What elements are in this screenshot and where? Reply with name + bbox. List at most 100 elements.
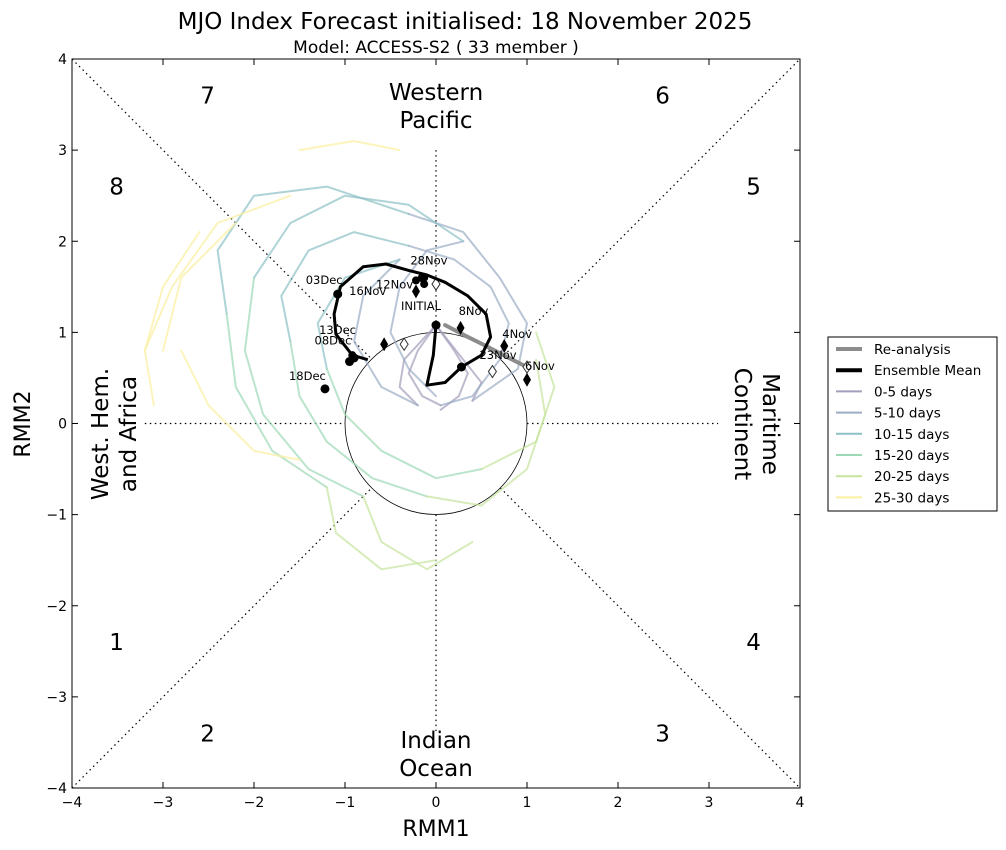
date-label-4nov: 4Nov bbox=[502, 327, 532, 341]
y-tick-label: 3 bbox=[58, 143, 67, 159]
phase-number-1: 1 bbox=[109, 630, 124, 656]
date-label-initial: INITIAL bbox=[401, 299, 442, 313]
member-track-24 bbox=[180, 349, 301, 461]
x-axis-label: RMM1 bbox=[402, 817, 469, 842]
x-tick-label: −3 bbox=[153, 795, 174, 811]
date-marker-12nov bbox=[411, 284, 420, 299]
member-track-9 bbox=[280, 231, 410, 343]
reanalysis-marker-3 bbox=[399, 337, 409, 352]
member-track-10 bbox=[253, 194, 465, 279]
x-tick-label: 0 bbox=[432, 795, 441, 811]
phase-number-3: 3 bbox=[655, 721, 670, 747]
member-track-23 bbox=[143, 194, 292, 352]
x-tick-label: −2 bbox=[244, 795, 265, 811]
y-tick-label: −3 bbox=[46, 690, 67, 706]
member-track-5 bbox=[407, 244, 510, 407]
date-label-12nov: 12Nov bbox=[376, 277, 413, 291]
legend-label-4: 5-10 days bbox=[874, 406, 941, 422]
date-label-18dec: 18Dec bbox=[289, 369, 326, 383]
member-track-12 bbox=[316, 258, 401, 370]
date-label-16nov: 16Nov bbox=[349, 284, 386, 298]
member-track-22 bbox=[162, 222, 237, 352]
date-marker-28nov bbox=[417, 273, 427, 283]
member-track-15 bbox=[225, 313, 328, 489]
member-track-13 bbox=[289, 340, 428, 498]
date-marker-23nov bbox=[456, 362, 466, 372]
region-label-left-line1: West. Hem. bbox=[88, 368, 114, 500]
reanalysis-marker-2 bbox=[487, 364, 498, 379]
y-tick-label: 0 bbox=[58, 417, 67, 433]
member-track-19 bbox=[325, 486, 437, 571]
date-label-8nov: 8Nov bbox=[459, 304, 489, 318]
member-track-8 bbox=[353, 258, 419, 407]
x-tick-label: 2 bbox=[614, 795, 623, 811]
plot-area: INITIAL23Nov28Nov03Dec08Dec13Dec18Dec4No… bbox=[46, 52, 804, 811]
chart-title: MJO Index Forecast initialised: 18 Novem… bbox=[178, 9, 753, 35]
region-label-top-line2: Pacific bbox=[399, 108, 472, 134]
legend-label-1: Re-analysis bbox=[874, 342, 951, 358]
legend-label-7: 20-25 days bbox=[874, 469, 949, 485]
legend-label-3: 0-5 days bbox=[874, 384, 932, 400]
y-tick-label: 4 bbox=[58, 52, 67, 68]
region-label-right-line2: Continent bbox=[729, 368, 755, 480]
member-track-16 bbox=[325, 367, 483, 480]
legend-label-5: 10-15 days bbox=[874, 427, 949, 443]
legend: Re-analysis Ensemble Mean 0-5 days 5-10 day… bbox=[827, 336, 998, 512]
date-label-23nov: 23Nov bbox=[479, 348, 516, 362]
phase-number-4: 4 bbox=[746, 630, 761, 656]
reanalysis-marker-4 bbox=[431, 277, 441, 291]
date-marker-6nov bbox=[523, 372, 531, 387]
phase-number-5: 5 bbox=[746, 175, 761, 201]
y-tick-label: −1 bbox=[46, 508, 67, 524]
region-label-bottom-line1: Indian bbox=[400, 728, 471, 754]
x-tick-label: 4 bbox=[796, 795, 805, 811]
date-marker-03dec bbox=[333, 289, 343, 299]
member-track-7 bbox=[407, 212, 528, 402]
legend-label-8: 25-30 days bbox=[874, 490, 949, 506]
x-tick-label: 1 bbox=[523, 795, 532, 811]
member-track-11 bbox=[216, 185, 410, 316]
region-label-top-line1: Western bbox=[389, 80, 483, 106]
y-tick-label: 1 bbox=[58, 325, 67, 341]
date-marker-initial bbox=[431, 320, 441, 330]
member-track-14 bbox=[243, 276, 365, 498]
member-track-21 bbox=[143, 231, 201, 407]
x-tick-label: −4 bbox=[62, 795, 83, 811]
phase-number-6: 6 bbox=[655, 83, 670, 109]
legend-label-6: 15-20 days bbox=[874, 448, 949, 464]
date-marker-16nov bbox=[380, 337, 389, 352]
date-marker-4nov bbox=[500, 339, 509, 354]
member-track-17 bbox=[425, 358, 547, 507]
date-label-28nov: 28Nov bbox=[410, 254, 447, 268]
region-label-bottom-line2: Ocean bbox=[399, 756, 473, 782]
date-label-03dec: 03Dec bbox=[306, 273, 343, 287]
date-label-6nov: 6Nov bbox=[525, 359, 555, 373]
member-track-3 bbox=[398, 324, 437, 407]
phase-number-8: 8 bbox=[109, 175, 124, 201]
phase-number-2: 2 bbox=[200, 721, 215, 747]
diagonal-guide-nw bbox=[71, 58, 373, 360]
member-track-6 bbox=[389, 240, 465, 398]
ensemble-member-tracks bbox=[143, 140, 556, 571]
date-marker-13dec bbox=[349, 353, 359, 363]
y-axis-label: RMM2 bbox=[11, 390, 36, 457]
region-label-left-line2: and Africa bbox=[116, 376, 142, 492]
x-tick-label: −1 bbox=[335, 795, 356, 811]
chart-subtitle: Model: ACCESS-S2 ( 33 member ) bbox=[293, 38, 579, 58]
legend-box bbox=[827, 336, 998, 512]
member-track-18 bbox=[362, 495, 474, 571]
y-tick-label: −2 bbox=[46, 599, 67, 615]
region-label-right-line1: Maritime bbox=[757, 373, 783, 475]
diagonal-guide-sw bbox=[71, 487, 373, 789]
x-tick-label: 3 bbox=[705, 795, 714, 811]
y-tick-label: −4 bbox=[46, 781, 67, 797]
date-label-08dec: 08Dec bbox=[315, 334, 352, 348]
date-label-13dec: 13Dec bbox=[319, 323, 356, 337]
axis-ticks: −4 −3 −2 −1 0 1 2 3 4 −4 −3 −2 −1 0 1 2 3 4 bbox=[46, 52, 804, 811]
legend-label-2: Ensemble Mean bbox=[874, 363, 981, 379]
phase-guides bbox=[71, 58, 801, 789]
member-track-25 bbox=[298, 140, 401, 152]
